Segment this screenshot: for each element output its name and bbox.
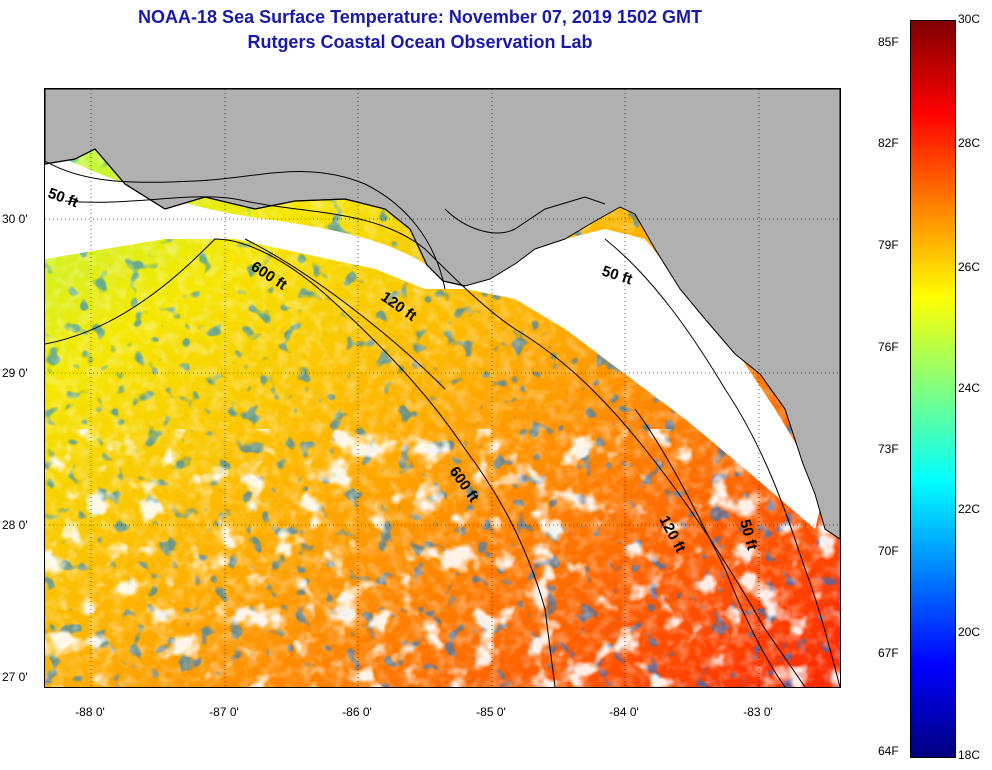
temperature-colorbar xyxy=(910,20,956,758)
colorbar-c-24: 24C xyxy=(958,381,981,395)
colorbar-c-28: 28C xyxy=(958,136,981,150)
colorbar-f-70: 70F xyxy=(878,544,899,558)
colorbar-f-82: 82F xyxy=(878,136,899,150)
colorbar-c-22: 22C xyxy=(958,502,981,516)
colorbar-f-67: 67F xyxy=(878,646,899,660)
lat-label-28: 28 0' xyxy=(2,518,28,532)
lon-label-86: -86 0' xyxy=(342,705,372,719)
lon-label-85: -85 0' xyxy=(476,705,506,719)
lon-label-83: -83 0' xyxy=(743,705,773,719)
lat-label-30: 30 0' xyxy=(2,212,28,226)
map-title: NOAA-18 Sea Surface Temperature: Novembe… xyxy=(138,7,702,27)
colorbar-f-64: 64F xyxy=(878,744,899,758)
colorbar-f-76: 76F xyxy=(878,340,899,354)
colorbar-f-79: 79F xyxy=(878,238,899,252)
lon-label-88: -88 0' xyxy=(75,705,105,719)
lon-label-84: -84 0' xyxy=(609,705,639,719)
lat-label-27: 27 0' xyxy=(2,670,28,684)
lon-label-87: -87 0' xyxy=(209,705,239,719)
sst-map: 50 ft 600 ft 120 ft 50 ft 600 ft 120 ft … xyxy=(44,88,841,688)
colorbar-f-85: 85F xyxy=(878,35,899,49)
colorbar-f-73: 73F xyxy=(878,442,899,456)
sst-map-canvas: 50 ft 600 ft 120 ft 50 ft 600 ft 120 ft … xyxy=(45,89,840,687)
colorbar-c-20: 20C xyxy=(958,625,981,639)
map-subtitle: Rutgers Coastal Ocean Observation Lab xyxy=(247,32,593,52)
colorbar-c-30: 30C xyxy=(958,12,981,26)
colorbar-c-26: 26C xyxy=(958,260,981,274)
colorbar-c-18: 18C xyxy=(958,748,981,762)
lat-label-29: 29 0' xyxy=(2,366,28,380)
